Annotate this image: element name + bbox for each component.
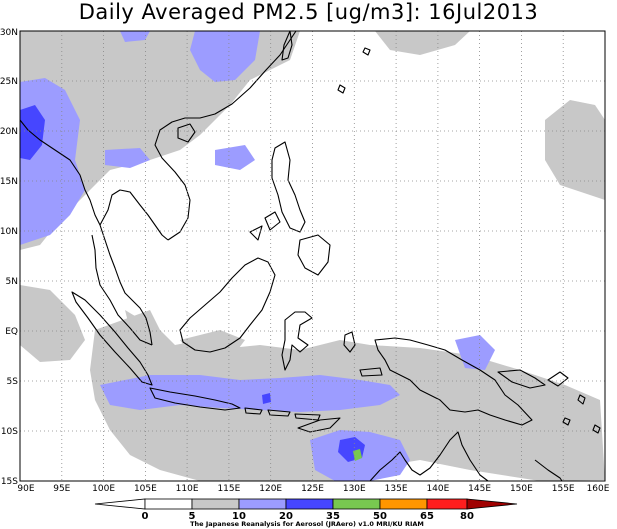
colorbar-segment [238, 498, 287, 510]
lon-label: 160E [587, 484, 610, 494]
lon-label: 100E [92, 484, 115, 494]
lon-label: 105E [134, 484, 157, 494]
map-title: Daily Averaged PM2.5 [ug/m3]: 16Jul2013 [78, 0, 539, 24]
colorbar-segment [379, 498, 428, 510]
lon-label: 120E [259, 484, 282, 494]
pm25-fields [20, 31, 605, 481]
colorbar-label: 20 [279, 511, 293, 522]
colorbar-left-arrow [94, 498, 146, 510]
latitude-labels: 30N 25N 20N 15N 10N 5N EQ 5S 10S 15S [0, 28, 18, 487]
lat-label: EQ [5, 327, 18, 337]
colorbar-label: 65 [420, 511, 434, 522]
lat-label: 15N [0, 177, 18, 187]
lat-label: 5N [6, 277, 18, 287]
colorbar-label: 35 [326, 511, 340, 522]
colorbar-segment [332, 498, 381, 510]
lat-label: 20N [0, 127, 18, 137]
colorbar-label: 5 [189, 511, 196, 522]
longitude-labels: 90E 95E 100E 105E 110E 115E 120E 125E 13… [17, 484, 609, 494]
lat-label: 10S [1, 427, 18, 437]
colorbar-labels: 0 5 10 20 35 50 65 80 [142, 511, 474, 522]
colorbar-label: 80 [460, 511, 474, 522]
lat-label: 10N [0, 227, 18, 237]
colorbar [94, 498, 518, 510]
credit-line: The Japanese Reanalysis for Aerosol (JRA… [190, 520, 424, 528]
lon-label: 135E [385, 484, 408, 494]
lon-label: 140E [426, 484, 449, 494]
lon-label: 155E [552, 484, 575, 494]
lon-label: 90E [17, 484, 34, 494]
lon-label: 130E [343, 484, 366, 494]
lat-label: 15S [1, 477, 18, 487]
colorbar-segment [285, 498, 334, 510]
map-frame [19, 30, 606, 482]
lon-label: 125E [301, 484, 324, 494]
colorbar-segment [144, 498, 193, 510]
lon-label: 145E [468, 484, 491, 494]
lat-label: 30N [0, 28, 18, 38]
lat-label: 25N [0, 77, 18, 87]
colorbar-right-arrow [466, 498, 518, 510]
graticule [20, 31, 605, 481]
colorbar-label: 50 [373, 511, 387, 522]
pm25-level-50-65 [353, 449, 362, 461]
lon-label: 110E [176, 484, 199, 494]
lon-label: 95E [53, 484, 70, 494]
lon-label: 150E [510, 484, 533, 494]
colorbar-segment [426, 498, 468, 510]
lon-label: 115E [217, 484, 240, 494]
colorbar-segment [191, 498, 240, 510]
colorbar-label: 0 [142, 511, 149, 522]
colorbar-label: 10 [232, 511, 246, 522]
lat-label: 5S [7, 377, 19, 387]
coastlines [19, 30, 601, 482]
pm25-level-20-35 [20, 31, 495, 481]
